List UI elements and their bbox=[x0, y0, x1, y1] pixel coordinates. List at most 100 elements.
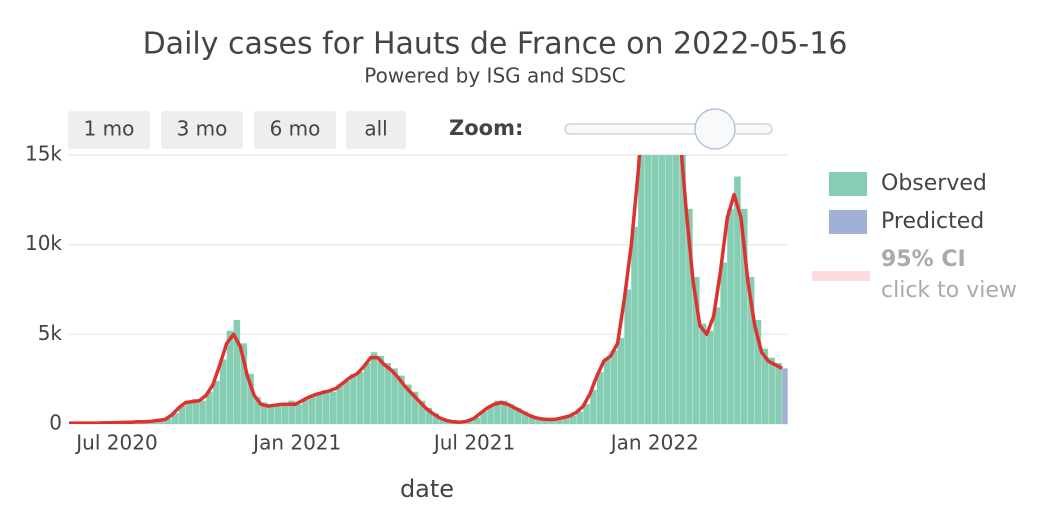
bar bbox=[542, 418, 549, 424]
bar bbox=[631, 226, 638, 424]
bar bbox=[254, 397, 261, 424]
bar bbox=[384, 363, 391, 424]
chart-title: Daily cases for Hauts de France on 2022-… bbox=[143, 27, 848, 62]
bar bbox=[658, 155, 666, 424]
bar bbox=[370, 352, 378, 424]
button-bg[interactable] bbox=[346, 111, 406, 149]
zoom-label: Zoom: bbox=[449, 116, 523, 140]
bar bbox=[199, 400, 206, 424]
x-tick-label: Jul 2020 bbox=[74, 431, 157, 455]
button-bg[interactable] bbox=[68, 111, 150, 149]
bar bbox=[644, 155, 652, 424]
plot-area bbox=[68, 155, 788, 424]
bar bbox=[267, 404, 275, 424]
bar bbox=[329, 391, 337, 424]
bar bbox=[569, 415, 577, 424]
bar bbox=[507, 404, 515, 424]
bar bbox=[336, 386, 343, 424]
bar bbox=[295, 404, 302, 424]
bar bbox=[713, 307, 721, 424]
legend-swatch bbox=[829, 210, 867, 234]
bar bbox=[528, 415, 535, 424]
button[interactable]: 3 mo bbox=[177, 117, 228, 141]
bar bbox=[555, 418, 563, 424]
trend-line bbox=[69, 155, 783, 424]
bar bbox=[192, 398, 199, 424]
bar bbox=[500, 400, 508, 424]
y-tick-label: 5k bbox=[38, 321, 63, 345]
bar bbox=[404, 384, 412, 424]
bar bbox=[706, 330, 714, 424]
bar bbox=[665, 155, 673, 424]
bar bbox=[480, 411, 487, 424]
legend-label[interactable]: Observed bbox=[881, 171, 987, 196]
button[interactable]: 6 mo bbox=[270, 117, 321, 141]
bar bbox=[363, 363, 371, 424]
bar bbox=[679, 155, 686, 424]
bar bbox=[768, 357, 775, 424]
legend: Observed Predicted 95% CI click to view bbox=[812, 171, 1017, 303]
bar bbox=[521, 411, 529, 424]
bar bbox=[699, 323, 707, 424]
bar bbox=[391, 368, 398, 424]
bar bbox=[178, 406, 186, 424]
bar bbox=[651, 155, 659, 424]
bar bbox=[343, 380, 350, 424]
bar bbox=[624, 289, 631, 424]
bar bbox=[514, 407, 522, 424]
bar bbox=[308, 395, 316, 424]
bar bbox=[720, 262, 727, 424]
bar bbox=[247, 373, 254, 424]
bar bbox=[775, 363, 782, 424]
bar bbox=[548, 419, 556, 424]
zoom-track[interactable] bbox=[564, 123, 773, 135]
bar bbox=[418, 400, 426, 424]
bar bbox=[535, 417, 542, 424]
bar bbox=[562, 417, 570, 424]
bar bbox=[350, 373, 357, 424]
x-tick-label: Jan 2021 bbox=[251, 431, 341, 455]
button[interactable]: 1 mo bbox=[84, 117, 135, 141]
bar bbox=[610, 350, 618, 424]
legend-label[interactable]: Predicted bbox=[881, 209, 984, 234]
bar bbox=[692, 276, 700, 424]
bar bbox=[603, 357, 611, 424]
bar bbox=[727, 208, 734, 424]
button-bg[interactable] bbox=[254, 111, 336, 149]
bar bbox=[171, 413, 179, 424]
legend-ci-note: click to view bbox=[881, 278, 1017, 303]
legend-swatch bbox=[829, 172, 867, 196]
button[interactable]: all bbox=[364, 117, 387, 141]
bar bbox=[638, 155, 645, 424]
bar bbox=[219, 359, 227, 424]
bar bbox=[398, 375, 405, 424]
chart-subtitle: Powered by ISG and SDSC bbox=[364, 64, 625, 88]
range-buttons: 1 mo 3 mo 6 mo all bbox=[68, 111, 406, 149]
bar bbox=[151, 421, 158, 424]
y-tick-label: 10k bbox=[25, 231, 62, 255]
bar bbox=[617, 337, 625, 424]
bar bbox=[583, 404, 590, 424]
zoom-knob[interactable] bbox=[694, 108, 736, 150]
bar bbox=[302, 398, 309, 424]
bar bbox=[185, 400, 193, 424]
bar bbox=[466, 421, 474, 424]
legend-ci-label[interactable]: 95% CI bbox=[881, 247, 966, 272]
bar bbox=[260, 402, 268, 424]
bar bbox=[425, 407, 433, 424]
bar bbox=[761, 348, 769, 424]
bar bbox=[315, 393, 323, 424]
bar bbox=[212, 380, 220, 424]
bar bbox=[754, 319, 762, 424]
bar bbox=[356, 371, 364, 424]
bar bbox=[274, 404, 282, 424]
bar bbox=[672, 155, 679, 424]
bar bbox=[281, 402, 289, 424]
y-tick-label: 15k bbox=[25, 142, 62, 166]
button-bg[interactable] bbox=[161, 111, 243, 149]
bar bbox=[432, 413, 439, 424]
bar bbox=[164, 418, 172, 424]
bar bbox=[590, 389, 597, 424]
bar bbox=[473, 417, 481, 424]
